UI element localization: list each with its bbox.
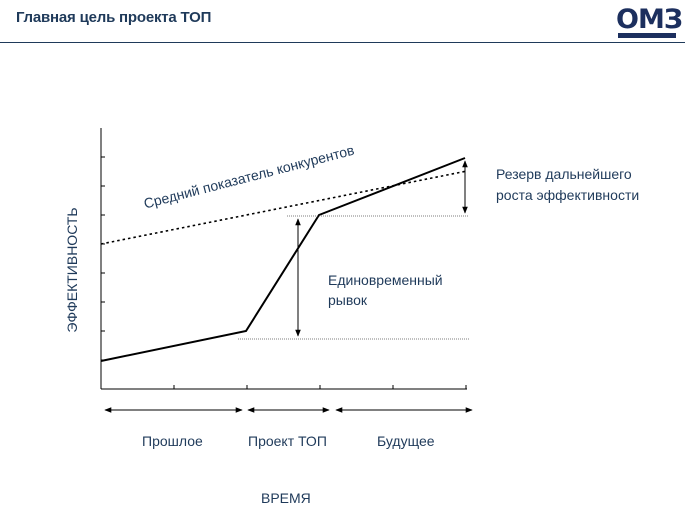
y-axis-label: ЭФФЕКТИВНОСТЬ [64, 207, 80, 333]
period-label-project: Проект ТОП [248, 433, 327, 449]
page-title: Главная цель проекта ТОП [16, 9, 212, 26]
reserve-label-line2: роста эффективности [496, 187, 640, 203]
efficiency-curve [100, 157, 466, 362]
logo-text: ОМЗ [616, 4, 683, 35]
x-axis-ticks [173, 385, 467, 389]
omz-logo: ОМЗ [616, 4, 683, 38]
logo-underline-bar [618, 33, 676, 38]
jump-label-line1: Единовременный [328, 272, 443, 288]
period-label-past: Прошлое [142, 433, 203, 449]
y-axis-ticks [101, 156, 105, 361]
header-divider [0, 42, 685, 43]
competitors-average-line [100, 170, 468, 245]
x-axis-label: ВРЕМЯ [261, 490, 311, 506]
jump-label-line2: рывок [328, 292, 368, 308]
reserve-label-line1: Резерв дальнейшего [496, 166, 632, 182]
period-label-future: Будущее [377, 433, 435, 449]
